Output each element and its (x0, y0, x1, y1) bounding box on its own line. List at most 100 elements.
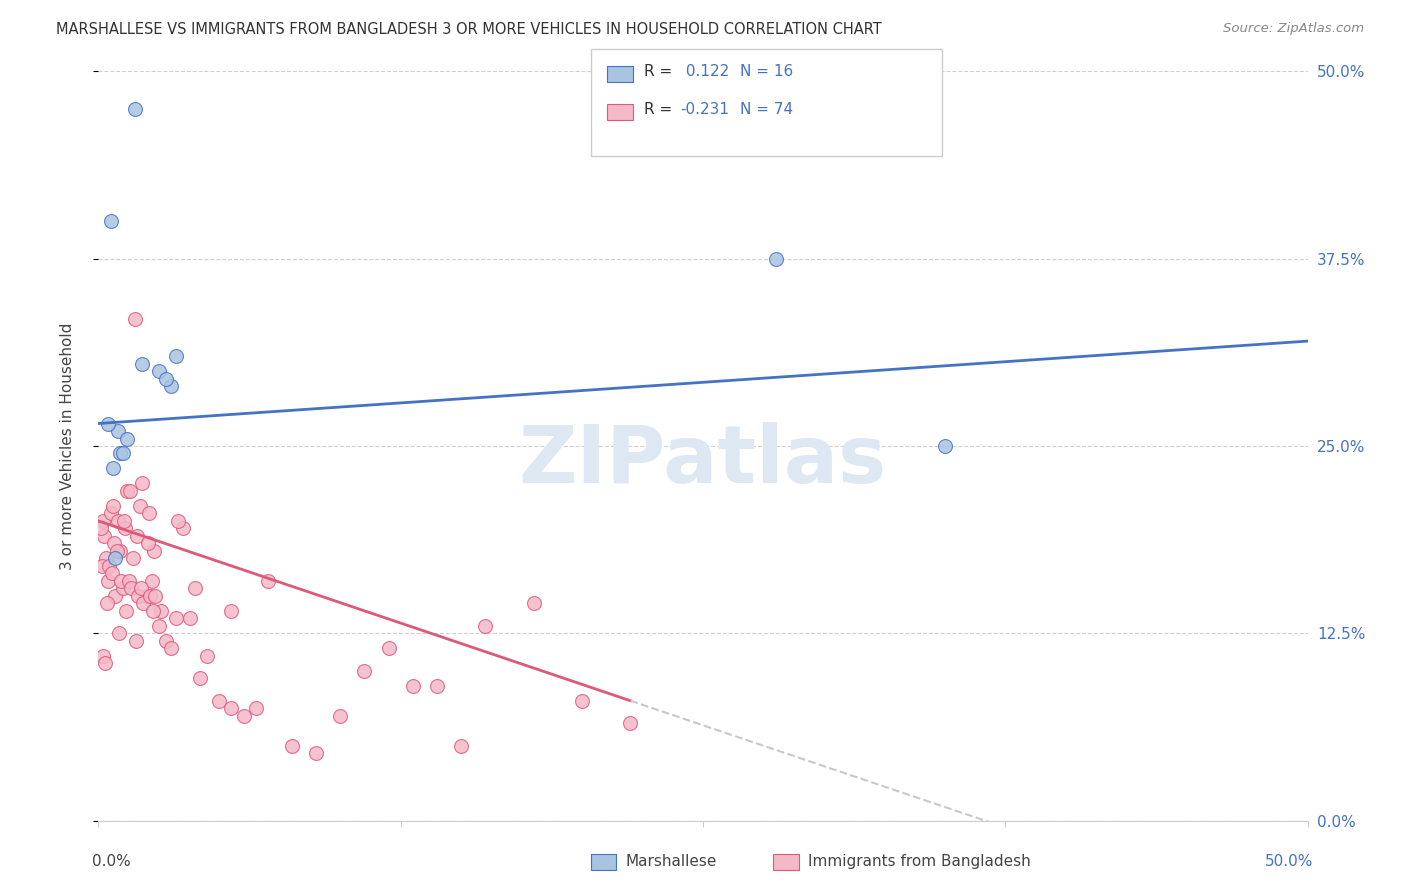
Point (450, 739, 472, 753)
Point (107, 514, 129, 528)
Text: -0.231: -0.231 (681, 103, 730, 117)
Point (90, 521, 112, 535)
Point (377, 641, 399, 656)
Point (195, 648, 218, 663)
Point (135, 589, 157, 603)
Point (127, 529, 149, 543)
Point (426, 679, 449, 693)
Point (96, 596, 118, 610)
Point (103, 536, 125, 550)
Point (160, 379, 183, 393)
Point (353, 664, 375, 678)
Point (129, 582, 152, 596)
Point (124, 102, 146, 116)
Point (105, 544, 128, 558)
Point (128, 499, 150, 513)
Point (142, 604, 165, 618)
Point (765, 252, 787, 266)
Text: R =: R = (644, 64, 678, 78)
Point (402, 679, 425, 693)
Text: 0.0%: 0.0% (93, 855, 131, 870)
Point (112, 514, 135, 528)
Point (98, 558, 121, 573)
Point (108, 626, 131, 640)
Point (94, 551, 117, 566)
Point (155, 633, 177, 648)
Point (160, 641, 183, 656)
Point (155, 371, 177, 385)
Point (148, 619, 170, 633)
Text: Immigrants from Bangladesh: Immigrants from Bangladesh (808, 855, 1031, 869)
Point (117, 483, 139, 498)
Point (143, 544, 166, 558)
Point (281, 739, 304, 753)
Point (107, 424, 129, 438)
Point (111, 446, 134, 460)
Point (179, 611, 201, 625)
Point (245, 701, 267, 715)
Point (571, 694, 593, 708)
Point (118, 483, 141, 498)
Text: Source: ZipAtlas.com: Source: ZipAtlas.com (1223, 22, 1364, 36)
Point (118, 574, 141, 588)
Point (148, 364, 170, 378)
Point (97, 574, 120, 588)
Point (117, 432, 139, 446)
Point (139, 589, 162, 603)
Point (127, 589, 149, 603)
Point (305, 746, 328, 760)
Point (136, 536, 159, 550)
Point (208, 694, 231, 708)
Point (125, 633, 148, 648)
Point (619, 716, 641, 731)
Text: Marshallese: Marshallese (626, 855, 717, 869)
Text: N = 16: N = 16 (740, 64, 793, 78)
Point (150, 604, 173, 618)
Point (91, 514, 114, 528)
Point (184, 582, 207, 596)
Point (94, 657, 117, 671)
Point (100, 214, 122, 228)
Text: 50.0%: 50.0% (1265, 855, 1313, 870)
Point (138, 507, 160, 521)
Text: ZIPatlas: ZIPatlas (519, 422, 887, 500)
Point (934, 439, 956, 453)
Point (100, 507, 122, 521)
Point (91, 558, 114, 573)
Point (122, 551, 145, 566)
Point (474, 619, 496, 633)
Point (165, 611, 187, 625)
Point (104, 551, 127, 566)
Point (132, 596, 155, 610)
Point (114, 521, 136, 535)
Point (115, 604, 138, 618)
Point (111, 582, 134, 596)
Point (100, 566, 122, 581)
Point (221, 701, 243, 715)
Point (143, 589, 166, 603)
Point (91, 648, 114, 663)
Text: MARSHALLESE VS IMMIGRANTS FROM BANGLADESH 3 OR MORE VEHICLES IN HOUSEHOLD CORREL: MARSHALLESE VS IMMIGRANTS FROM BANGLADES… (56, 22, 882, 37)
Point (104, 589, 127, 603)
Text: R =: R = (644, 103, 678, 117)
Point (167, 514, 190, 528)
Point (523, 596, 546, 610)
Point (131, 357, 153, 371)
Point (232, 708, 254, 723)
Point (221, 604, 243, 618)
Y-axis label: 3 or more Vehicles in Household: 3 or more Vehicles in Household (60, 322, 75, 570)
Point (256, 574, 278, 588)
Point (108, 544, 131, 558)
Point (101, 461, 124, 475)
Point (188, 671, 211, 685)
Point (124, 311, 146, 326)
Point (93, 529, 115, 543)
Point (97, 417, 120, 431)
Point (110, 574, 132, 588)
Point (329, 708, 352, 723)
Point (131, 476, 153, 491)
Point (120, 582, 142, 596)
Point (172, 521, 194, 535)
Point (141, 574, 163, 588)
Point (165, 349, 187, 363)
